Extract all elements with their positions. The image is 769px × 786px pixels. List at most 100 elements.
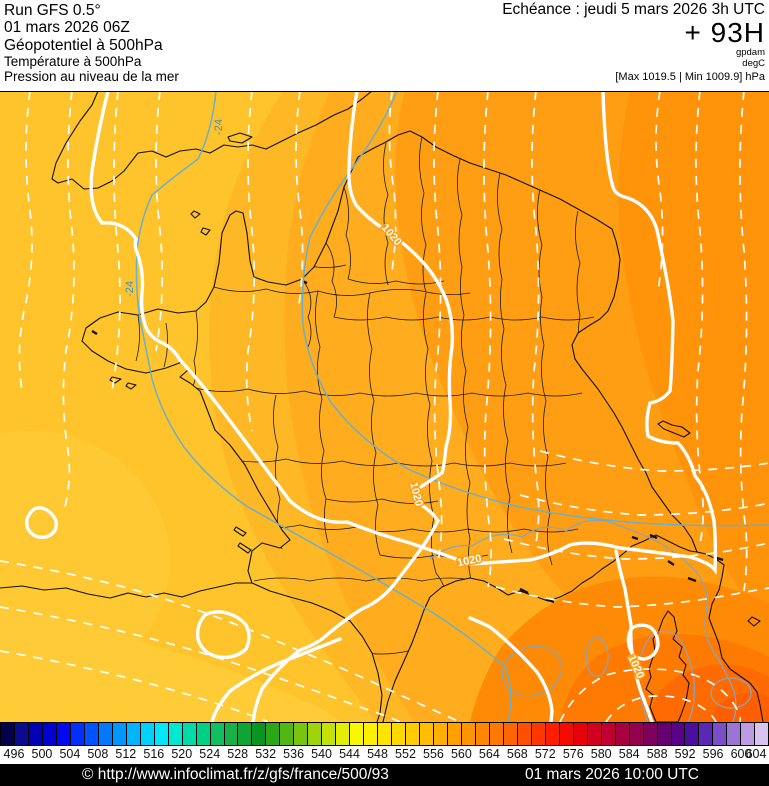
- colorbar-tick: 528: [227, 747, 249, 761]
- colorbar-cell: [600, 722, 615, 746]
- colorbar-tick: 588: [646, 747, 668, 761]
- colorbar-cell: [125, 722, 140, 746]
- city-marks: [91, 279, 724, 604]
- colorbar-cell: [419, 722, 434, 746]
- colorbar-tick: 564: [478, 747, 500, 761]
- filled-contour-bands: [0, 91, 769, 722]
- colorbar-cell: [153, 722, 168, 746]
- colorbar-tick: 524: [199, 747, 221, 761]
- colorbar-tick: 520: [171, 747, 193, 761]
- colorbar-tick: 512: [115, 747, 137, 761]
- colorbar-cell: [754, 722, 769, 746]
- colorbar-tick: 540: [311, 747, 333, 761]
- colorbar-cell: [279, 722, 294, 746]
- colorbar-cell: [558, 722, 573, 746]
- colorbar-cell: [684, 722, 699, 746]
- colorbar-tick: 532: [255, 747, 277, 761]
- colorbar-cell: [293, 722, 308, 746]
- colorbar-cell: [97, 722, 112, 746]
- colorbar-tick-labels: 496 500 504 508 512 516 520 524 528 532 536 540 544 5…: [0, 747, 769, 764]
- colorbar-cell: [572, 722, 587, 746]
- coast-italy: [696, 551, 764, 722]
- isotherm-minus24-lines: [135, 91, 769, 722]
- colorbar-tick: 552: [395, 747, 416, 761]
- colorbar-cell: [698, 722, 713, 746]
- colorbar-cell: [55, 722, 70, 746]
- colorbar-cell: [614, 722, 629, 746]
- header: Run GFS 0.5° 01 mars 2026 06Z Géopotenti…: [0, 0, 769, 91]
- colorbar-tick: 536: [283, 747, 305, 761]
- colorbar-cell: [335, 722, 350, 746]
- colorbar-tick: 548: [367, 747, 388, 761]
- footer: © http://www.infoclimat.fr/z/gfs/france/…: [0, 764, 769, 786]
- colorbar-cell: [377, 722, 392, 746]
- colorbar-tick: 580: [590, 747, 612, 761]
- colorbar-cell: [544, 722, 559, 746]
- colorbar-cell: [474, 722, 489, 746]
- colorbar-tick: 560: [450, 747, 472, 761]
- run-date: 01 mars 2026 06Z: [4, 19, 130, 37]
- colorbar-cell: [433, 722, 447, 746]
- colorbar-cell: [251, 722, 266, 746]
- colorbar-cell: [209, 722, 224, 746]
- colorbar-cell: [391, 722, 406, 746]
- isotherm-label: -24: [213, 119, 225, 135]
- isotherm-label: -24: [124, 281, 136, 297]
- colorbar-tick: 576: [562, 747, 584, 761]
- model-info: Run GFS 0.5° 01 mars 2026 06Z Géopotenti…: [4, 2, 179, 84]
- colorbar-cell: [656, 722, 671, 746]
- colorbar-tick: 592: [674, 747, 696, 761]
- unit-gpdam: gpdam: [735, 46, 765, 58]
- forecast-info: Echéance : jeudi 5 mars 2026 3h UTC + 93…: [502, 1, 765, 83]
- coast-spain: [0, 582, 252, 599]
- colorbar-cell: [167, 722, 182, 746]
- generation-time: 01 mars 2026 10:00 UTC: [524, 766, 699, 783]
- colorbar-cell: [628, 722, 643, 746]
- colorbar-tick: 572: [534, 747, 556, 761]
- minmax-pressure: [Max 1019.5 | Min 1009.9] hPa: [615, 70, 765, 83]
- colorbar-tick: 600: [730, 747, 752, 761]
- param-geopotential: Géopotentiel à 500hPa: [4, 36, 163, 54]
- colorbar-tick: 544: [339, 747, 360, 761]
- isobar-dashed-lines: [0, 91, 769, 722]
- param-pressure: Pression au niveau de la mer: [4, 69, 179, 85]
- colorbar-cell: [712, 722, 727, 746]
- colorbar-cell: [195, 722, 210, 746]
- coast-france: [81, 130, 698, 722]
- colorbar-cell: [139, 722, 154, 746]
- colorbar-cell: [349, 722, 364, 746]
- colorbar-cell: [726, 722, 741, 746]
- colorbar-cell: [13, 722, 28, 746]
- source-url: © http://www.infoclimat.fr/z/gfs/france/…: [82, 766, 389, 783]
- colorbar-cell: [307, 722, 322, 746]
- weather-map: 1020 1020 1020 1020 -24 -24: [0, 91, 769, 722]
- colorbar-cell: [363, 722, 378, 746]
- colorbar-cell: [642, 722, 657, 746]
- colorbar-cell: [83, 722, 98, 746]
- colorbar-cell: [27, 722, 42, 746]
- colorbar: [0, 722, 769, 746]
- colorbar-cell: [460, 722, 475, 746]
- colorbar-cell: [265, 722, 280, 746]
- colorbar-cell: [586, 722, 601, 746]
- colorbar-cell: [447, 722, 461, 746]
- colorbar-tick: 596: [702, 747, 724, 761]
- colorbar-tick: 496: [3, 747, 25, 761]
- colorbar-cell: [111, 722, 126, 746]
- unit-degc: degC: [742, 57, 765, 69]
- coast-corsica: [645, 610, 690, 722]
- param-temperature: Température à 500hPa: [4, 54, 142, 70]
- colorbar-tick: 604: [745, 747, 767, 761]
- colorbar-cell: [321, 722, 336, 746]
- colorbar-tick: 556: [422, 747, 444, 761]
- colorbar-cell: [69, 722, 84, 746]
- colorbar-cell: [41, 722, 56, 746]
- model-run: Run GFS 0.5°: [4, 2, 101, 19]
- colorbar-tick: 504: [59, 747, 81, 761]
- colorbar-cell: [181, 722, 196, 746]
- lake-geneva: [657, 420, 691, 438]
- colorbar-tick: 500: [31, 747, 53, 761]
- echeance-label: Echéance : jeudi 5 mars 2026 3h UTC: [502, 1, 765, 18]
- coastlines: [0, 91, 764, 722]
- colorbar-cell: [0, 722, 14, 746]
